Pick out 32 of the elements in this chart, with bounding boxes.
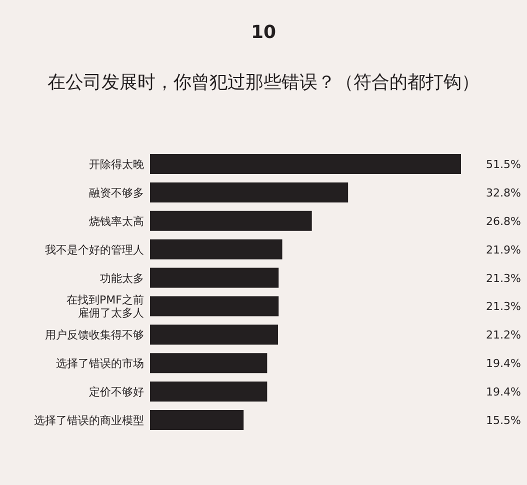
bar — [150, 353, 268, 374]
bar — [150, 324, 278, 345]
y-tick-label: 开除得太晚 — [89, 158, 144, 171]
bar — [150, 296, 279, 316]
data-label: 21.9% — [486, 243, 521, 256]
chart-subtitle: 在公司发展时，你曾犯过那些错误？（符合的都打钩） — [48, 72, 480, 93]
data-label: 19.4% — [486, 357, 521, 370]
y-tick-label: 定价不够好 — [89, 386, 144, 399]
bar — [150, 268, 279, 288]
y-tick-label: 融资不够多 — [89, 186, 144, 200]
bar — [150, 154, 461, 174]
bar — [150, 182, 348, 202]
y-tick-label: 功能太多 — [100, 272, 144, 285]
data-label: 21.3% — [486, 272, 521, 285]
data-label: 32.8% — [486, 186, 521, 200]
data-label: 21.3% — [486, 300, 521, 314]
bar — [150, 382, 268, 402]
bar — [150, 210, 312, 231]
y-tick-label: 选择了错误的商业模型 — [34, 414, 144, 427]
y-tick-label: 我不是个好的管理人 — [45, 243, 144, 256]
y-tick-label: 选择了错误的市场 — [56, 357, 144, 370]
data-label: 19.4% — [486, 386, 521, 399]
data-label: 51.5% — [486, 158, 521, 171]
y-tick-label: 用户反馈收集得不够 — [45, 328, 144, 342]
data-label: 26.8% — [486, 214, 521, 228]
y-tick-label: 烧钱率太高 — [89, 214, 144, 228]
bar — [150, 239, 282, 260]
data-label: 21.2% — [486, 328, 521, 342]
y-tick-label: 在找到PMF之前雇佣了太多人 — [66, 294, 144, 320]
data-label: 15.5% — [486, 414, 521, 427]
bar — [150, 410, 244, 430]
chart-title: 10 — [250, 22, 276, 43]
